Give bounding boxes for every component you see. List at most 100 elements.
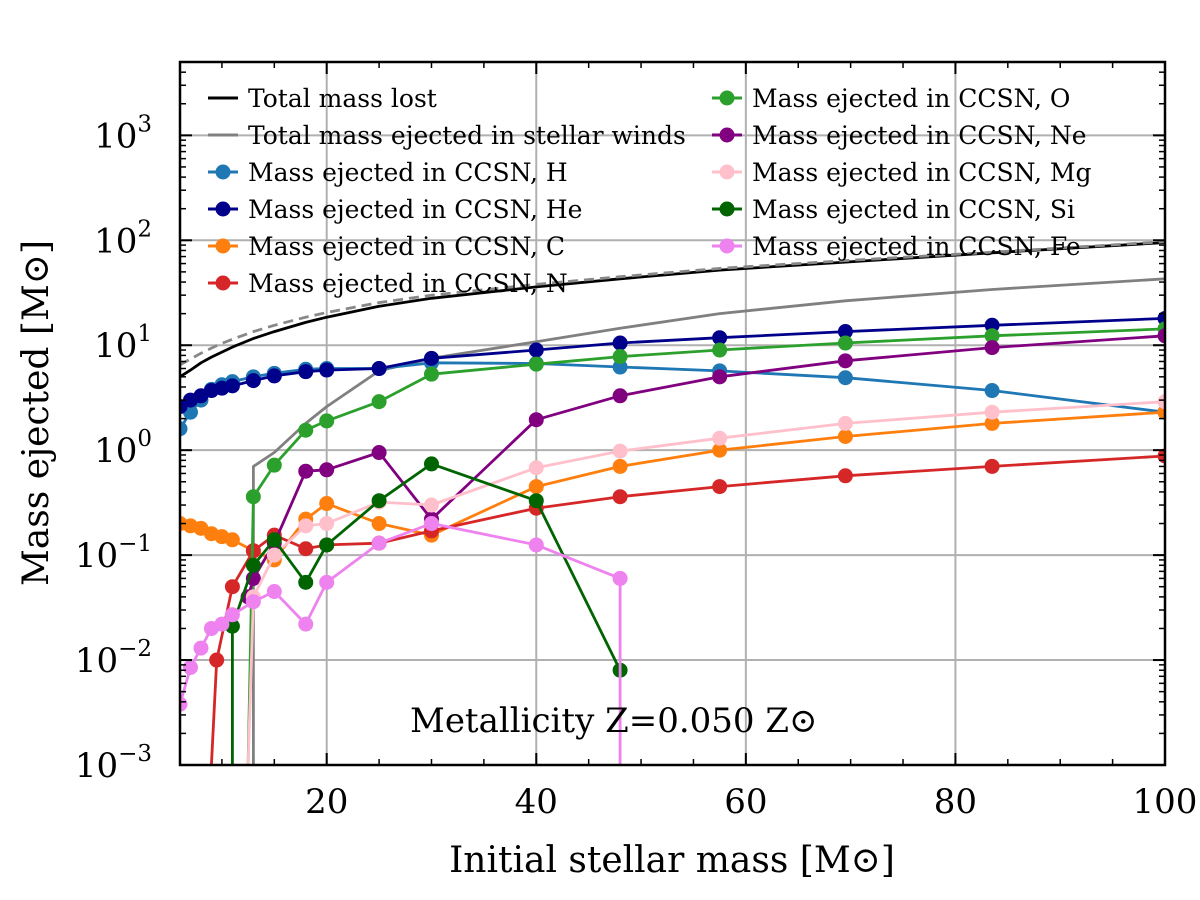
y-tick-label: 10−3	[75, 741, 152, 786]
data-point	[266, 547, 282, 563]
legend-label: Mass ejected in CCSN, Si	[752, 195, 1075, 224]
data-point	[266, 368, 282, 384]
data-point	[209, 652, 225, 668]
data-point	[214, 616, 230, 632]
data-point	[837, 428, 853, 444]
data-point	[423, 516, 439, 532]
data-point	[612, 489, 628, 505]
data-point	[180, 696, 188, 712]
data-point	[712, 330, 728, 346]
x-tick-label: 80	[934, 782, 977, 822]
data-point	[224, 579, 240, 595]
legend: Total mass lost Total mass ejected in ste…	[208, 84, 1091, 298]
data-point	[528, 460, 544, 476]
data-point	[837, 324, 853, 340]
data-point	[266, 457, 282, 473]
data-point	[245, 489, 261, 505]
data-point	[712, 369, 728, 385]
data-point	[180, 421, 188, 437]
legend-marker	[215, 238, 231, 254]
data-point	[1157, 394, 1165, 410]
legend-label: Total mass lost	[248, 84, 437, 113]
data-point	[224, 532, 240, 548]
data-point	[371, 516, 387, 532]
data-point	[837, 353, 853, 369]
data-point	[371, 394, 387, 410]
plot-frame	[178, 60, 1167, 767]
data-point	[712, 342, 728, 358]
y-tick-label: 103	[94, 111, 152, 156]
data-point	[984, 328, 1000, 344]
series-line-8	[246, 334, 1165, 598]
data-point	[298, 463, 314, 479]
data-point	[712, 430, 728, 446]
y-tick-label: 10−2	[75, 636, 152, 681]
data-point	[371, 445, 387, 461]
legend-marker	[719, 201, 735, 217]
metallicity-annotation: Metallicity Z=0.050 Z⊙	[410, 701, 817, 741]
data-point	[423, 497, 439, 513]
legend-label: Mass ejected in CCSN, Mg	[752, 158, 1091, 187]
data-point	[182, 659, 198, 675]
data-point	[528, 412, 544, 428]
data-point	[423, 350, 439, 366]
series-line-1	[180, 240, 1165, 367]
x-axis-title: Initial stellar mass [M⊙]	[449, 840, 895, 881]
data-point	[837, 415, 853, 431]
data-point	[528, 479, 544, 495]
series-line-0	[180, 241, 1165, 378]
data-point	[245, 594, 261, 610]
data-point	[319, 462, 335, 478]
legend-label: Mass ejected in CCSN, He	[248, 195, 582, 224]
data-point	[193, 640, 209, 656]
legend-marker	[719, 238, 735, 254]
data-point	[612, 458, 628, 474]
data-point	[612, 443, 628, 459]
data-point	[984, 383, 1000, 399]
data-point	[612, 335, 628, 351]
plot-area	[180, 240, 1165, 765]
x-tick-label: 40	[515, 782, 558, 822]
data-point	[319, 496, 335, 512]
data-point	[266, 584, 282, 600]
data-point	[298, 574, 314, 590]
data-point	[423, 366, 439, 382]
y-tick-label: 102	[94, 216, 152, 261]
legend-label: Mass ejected in CCSN, C	[248, 232, 565, 261]
data-point	[837, 468, 853, 484]
data-point	[423, 456, 439, 472]
data-point	[984, 458, 1000, 474]
legend-marker	[215, 275, 231, 291]
x-tick-label: 60	[724, 782, 767, 822]
data-point	[1157, 328, 1165, 344]
data-point	[712, 479, 728, 495]
data-point	[298, 541, 314, 557]
data-point	[266, 532, 282, 548]
data-point	[245, 557, 261, 573]
legend-marker	[215, 164, 231, 180]
data-point	[319, 574, 335, 590]
data-point	[528, 493, 544, 509]
data-point	[612, 359, 628, 375]
data-point	[298, 616, 314, 632]
data-point	[612, 570, 628, 586]
axis-ticks: 20 40 60 80 100 10−3 10−2 10−1 100 101 102 103	[75, 62, 1198, 822]
data-point	[319, 362, 335, 378]
data-point	[612, 349, 628, 365]
data-point	[528, 356, 544, 372]
data-point	[224, 607, 240, 623]
data-point	[612, 388, 628, 404]
data-point	[984, 317, 1000, 333]
data-point	[984, 340, 1000, 356]
data-point	[837, 370, 853, 386]
legend-label: Mass ejected in CCSN, H	[248, 158, 568, 187]
x-tick-label: 100	[1133, 782, 1198, 822]
x-tick-label: 20	[305, 782, 348, 822]
legend-label: Mass ejected in CCSN, Fe	[752, 232, 1081, 261]
y-tick-label: 101	[94, 321, 152, 366]
y-axis-title: Mass ejected [M⊙]	[16, 240, 57, 586]
legend-label: Mass ejected in CCSN, N	[248, 269, 568, 298]
data-point	[319, 516, 335, 532]
data-point	[984, 415, 1000, 431]
data-point	[837, 335, 853, 351]
